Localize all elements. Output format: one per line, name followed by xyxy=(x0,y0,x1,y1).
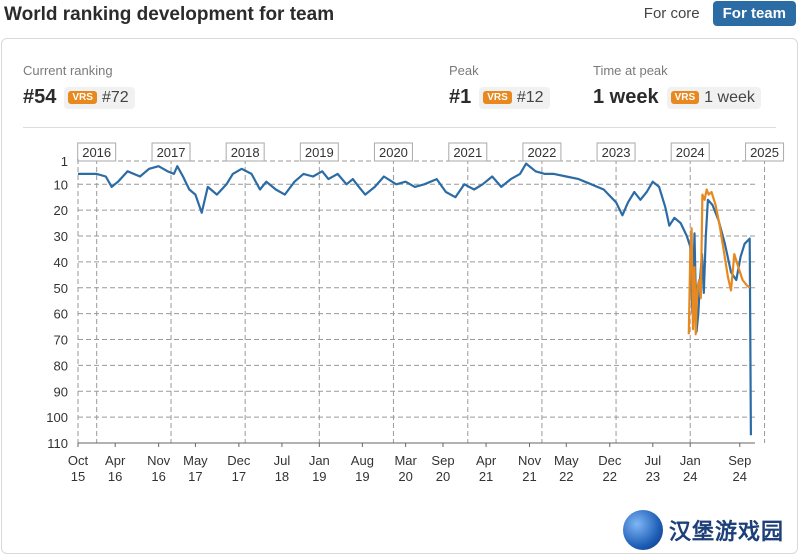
x-tick-label: 23 xyxy=(646,469,660,484)
x-tick-label: 18 xyxy=(275,469,289,484)
x-tick-label: Dec xyxy=(227,453,251,468)
y-tick-label: 20 xyxy=(54,203,68,218)
vrs-badge: VRS xyxy=(483,91,512,104)
peak-vrs-box: VRS #12 xyxy=(479,86,550,109)
peak-stat: Peak #1 VRS #12 xyxy=(449,63,550,109)
x-tick-label: Sep xyxy=(431,453,454,468)
current-ranking-value: #54 xyxy=(23,86,57,108)
x-tick-label: 24 xyxy=(733,469,747,484)
time-at-peak-vrs-box: VRS 1 week xyxy=(666,86,761,109)
stats-divider xyxy=(23,127,776,128)
x-tick-label: 22 xyxy=(603,469,617,484)
y-tick-label: 10 xyxy=(54,177,68,192)
x-tick-label: Jan xyxy=(680,453,701,468)
y-tick-label: 50 xyxy=(54,281,68,296)
year-label: 2020 xyxy=(379,145,408,160)
vrs-series-line xyxy=(687,188,751,336)
x-tick-label: 20 xyxy=(398,469,412,484)
year-label-box xyxy=(151,142,191,162)
x-tick-label: Apr xyxy=(476,453,497,468)
vrs-badge: VRS xyxy=(68,91,97,104)
x-tick-label: 17 xyxy=(232,469,246,484)
x-tick-label: Sep xyxy=(728,453,751,468)
x-tick-label: Jan xyxy=(309,453,330,468)
current-vrs-value: #72 xyxy=(101,88,129,106)
page-title: World ranking development for team xyxy=(4,4,335,25)
x-tick-label: 21 xyxy=(522,469,536,484)
x-tick-label: Apr xyxy=(105,453,126,468)
x-tick-label: 15 xyxy=(71,469,85,484)
vrs-badge: VRS xyxy=(670,91,700,104)
year-label-box xyxy=(299,142,339,162)
year-label: 2022 xyxy=(527,145,556,160)
watermark-logo-icon xyxy=(622,510,663,550)
year-label-box xyxy=(596,142,636,162)
x-tick-label: Aug xyxy=(351,453,374,468)
year-label: 2025 xyxy=(750,145,779,160)
x-tick-label: Mar xyxy=(394,453,417,468)
current-vrs-box: VRS #72 xyxy=(64,86,135,109)
peak-vrs-value: #12 xyxy=(516,88,544,106)
y-tick-label: 60 xyxy=(54,307,68,322)
x-tick-label: 19 xyxy=(355,469,369,484)
year-label-box xyxy=(745,142,785,162)
year-label-box xyxy=(448,142,488,162)
x-tick-label: 17 xyxy=(188,469,202,484)
y-tick-label: 90 xyxy=(54,384,68,399)
year-label: 2018 xyxy=(231,145,260,160)
year-label: 2016 xyxy=(82,145,111,160)
y-tick-label: 30 xyxy=(54,229,68,244)
year-label-box xyxy=(522,142,562,162)
y-tick-label: 80 xyxy=(54,358,68,373)
x-tick-label: Nov xyxy=(518,453,542,468)
view-toggle: For core For team xyxy=(635,1,796,26)
year-label: 2019 xyxy=(305,145,334,160)
x-tick-label: 19 xyxy=(312,469,326,484)
x-tick-label: Jul xyxy=(274,453,291,468)
x-tick-label: Nov xyxy=(147,453,171,468)
watermark-text: 汉堡游戏园 xyxy=(668,519,784,544)
x-tick-label: 20 xyxy=(436,469,450,484)
x-tick-label: Dec xyxy=(598,453,622,468)
y-tick-label: 110 xyxy=(47,436,68,451)
x-tick-label: Jul xyxy=(645,453,662,468)
year-label-box xyxy=(77,142,117,162)
current-ranking-label: Current ranking xyxy=(23,63,113,78)
year-label-box xyxy=(225,142,265,162)
time-at-peak-value: 1 week xyxy=(593,86,659,108)
year-label-box xyxy=(670,142,710,162)
for-team-button[interactable]: For team xyxy=(712,1,796,26)
x-tick-label: 16 xyxy=(108,469,122,484)
y-tick-label: 100 xyxy=(46,410,68,425)
current-ranking-stat: Current ranking #54 VRS #72 xyxy=(23,63,135,109)
x-tick-label: May xyxy=(554,453,579,468)
x-tick-label: 16 xyxy=(151,469,165,484)
y-tick-label: 40 xyxy=(54,255,68,270)
watermark: 汉堡游戏园 xyxy=(622,510,784,550)
x-tick-label: 21 xyxy=(479,469,493,484)
ranking-panel: Current ranking #54 VRS #72 Peak #1 VRS … xyxy=(1,38,798,554)
y-tick-label: 1 xyxy=(61,154,68,169)
time-at-peak-stat: Time at peak 1 week VRS 1 week xyxy=(593,63,761,109)
peak-value: #1 xyxy=(449,86,472,108)
time-at-peak-vrs-value: 1 week xyxy=(704,88,755,106)
x-tick-label: May xyxy=(183,453,208,468)
x-tick-label: 22 xyxy=(559,469,573,484)
x-tick-label: 24 xyxy=(683,469,697,484)
year-label: 2021 xyxy=(453,145,482,160)
for-core-button[interactable]: For core xyxy=(643,5,700,22)
time-at-peak-label: Time at peak xyxy=(593,63,668,78)
year-label: 2024 xyxy=(676,145,705,160)
year-label: 2017 xyxy=(157,145,186,160)
peak-label: Peak xyxy=(449,63,479,78)
ranking-series-line xyxy=(78,162,752,436)
year-label: 2023 xyxy=(602,145,631,160)
x-tick-label: Oct xyxy=(68,453,89,468)
year-label-box xyxy=(373,142,413,162)
y-tick-label: 70 xyxy=(54,333,68,348)
